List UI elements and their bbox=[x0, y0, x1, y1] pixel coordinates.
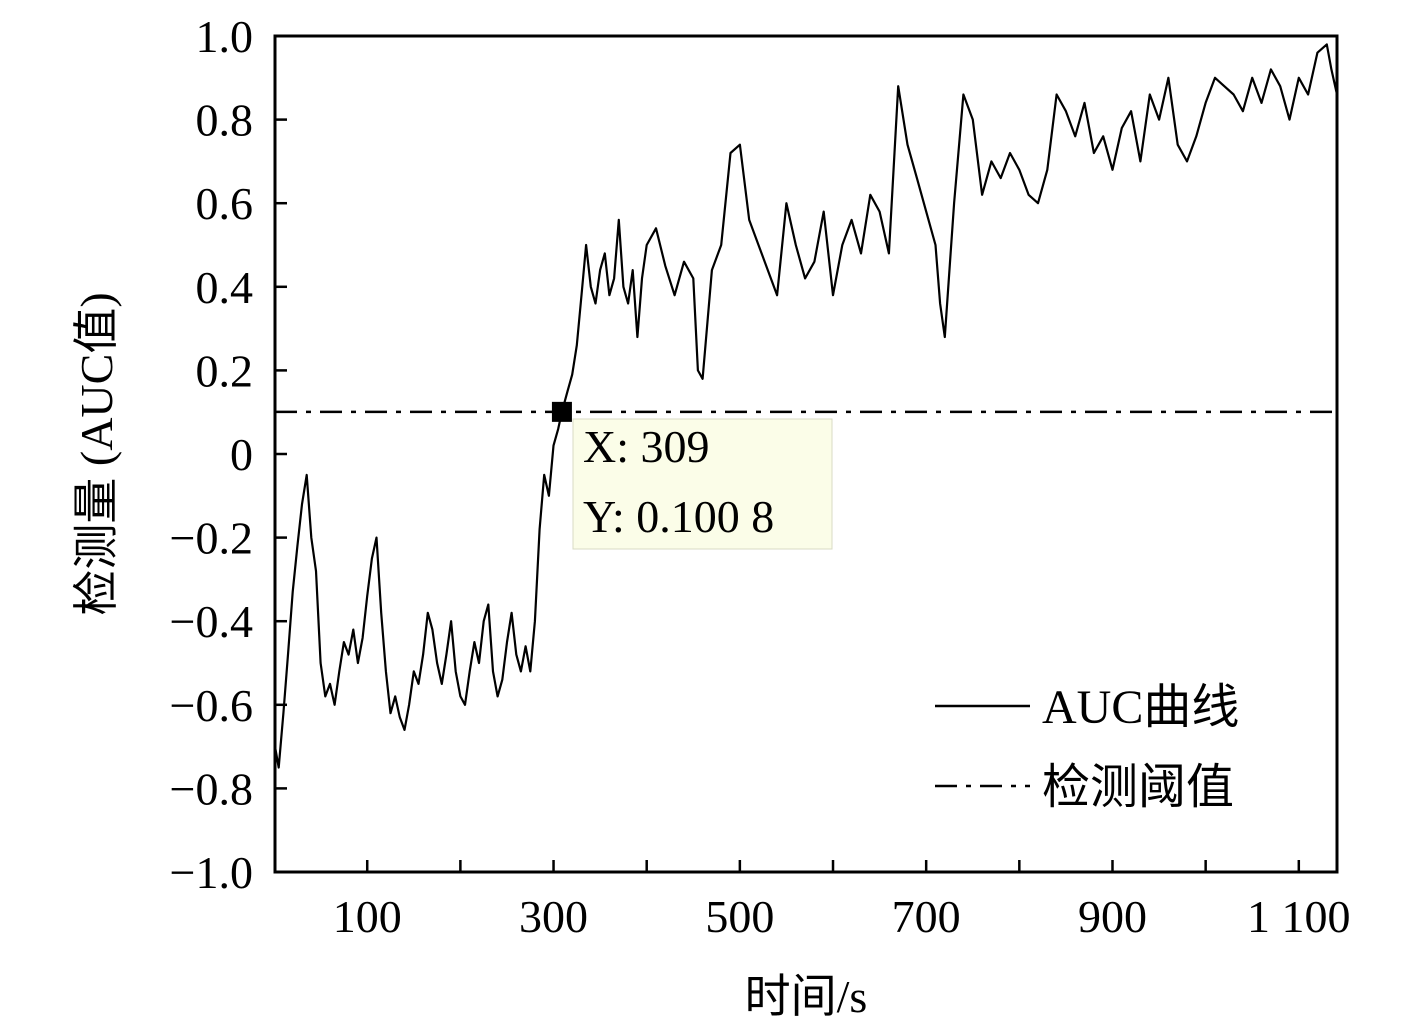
x-axis-title: 时间/s bbox=[745, 971, 868, 1022]
x-tick-label: 900 bbox=[1078, 891, 1147, 942]
x-tick-label: 700 bbox=[892, 891, 961, 942]
y-tick-label: 0 bbox=[230, 429, 253, 480]
annotation-box bbox=[572, 418, 833, 550]
y-tick-label: −0.8 bbox=[170, 763, 253, 814]
x-tick-label: 100 bbox=[333, 891, 402, 942]
plot-frame bbox=[273, 34, 1339, 874]
y-tick-label: −1.0 bbox=[170, 847, 253, 898]
y-axis-title: 检测量 (AUC值) bbox=[71, 292, 122, 615]
x-tick-label: 300 bbox=[519, 891, 588, 942]
legend-label: 检测阈值 bbox=[1042, 761, 1234, 814]
y-tick-label: 0.6 bbox=[196, 178, 254, 229]
annotation-x-text: X: 309 bbox=[583, 421, 710, 472]
y-tick-label: 0.2 bbox=[196, 345, 254, 396]
y-tick-label: 0.8 bbox=[196, 95, 254, 146]
annotation-y-text: Y: 0.100 8 bbox=[583, 491, 774, 542]
marker-square bbox=[551, 401, 572, 422]
legend-label: AUC曲线 bbox=[1042, 681, 1239, 734]
y-tick-label: 1.0 bbox=[196, 11, 254, 62]
y-tick-labels: −1.0 −0.8 −0.6 −0.4 −0.2 0 0.2 0.4 0.6 0.8 1.0 bbox=[170, 11, 253, 898]
auc-curve-line bbox=[273, 43, 1339, 769]
y-tick-label: −0.2 bbox=[170, 513, 253, 564]
marker-annotation: X: 309 Y: 0.100 8 bbox=[551, 401, 833, 550]
y-tick-label: −0.6 bbox=[170, 680, 253, 731]
series-lines bbox=[273, 43, 1339, 769]
y-tick-label: 0.4 bbox=[196, 262, 254, 313]
x-tick-labels: 100 300 500 700 900 1 100 bbox=[333, 891, 1351, 942]
x-tick-label: 500 bbox=[705, 891, 774, 942]
y-tick-label: −0.4 bbox=[170, 596, 253, 647]
x-tick-label: 1 100 bbox=[1247, 891, 1351, 942]
